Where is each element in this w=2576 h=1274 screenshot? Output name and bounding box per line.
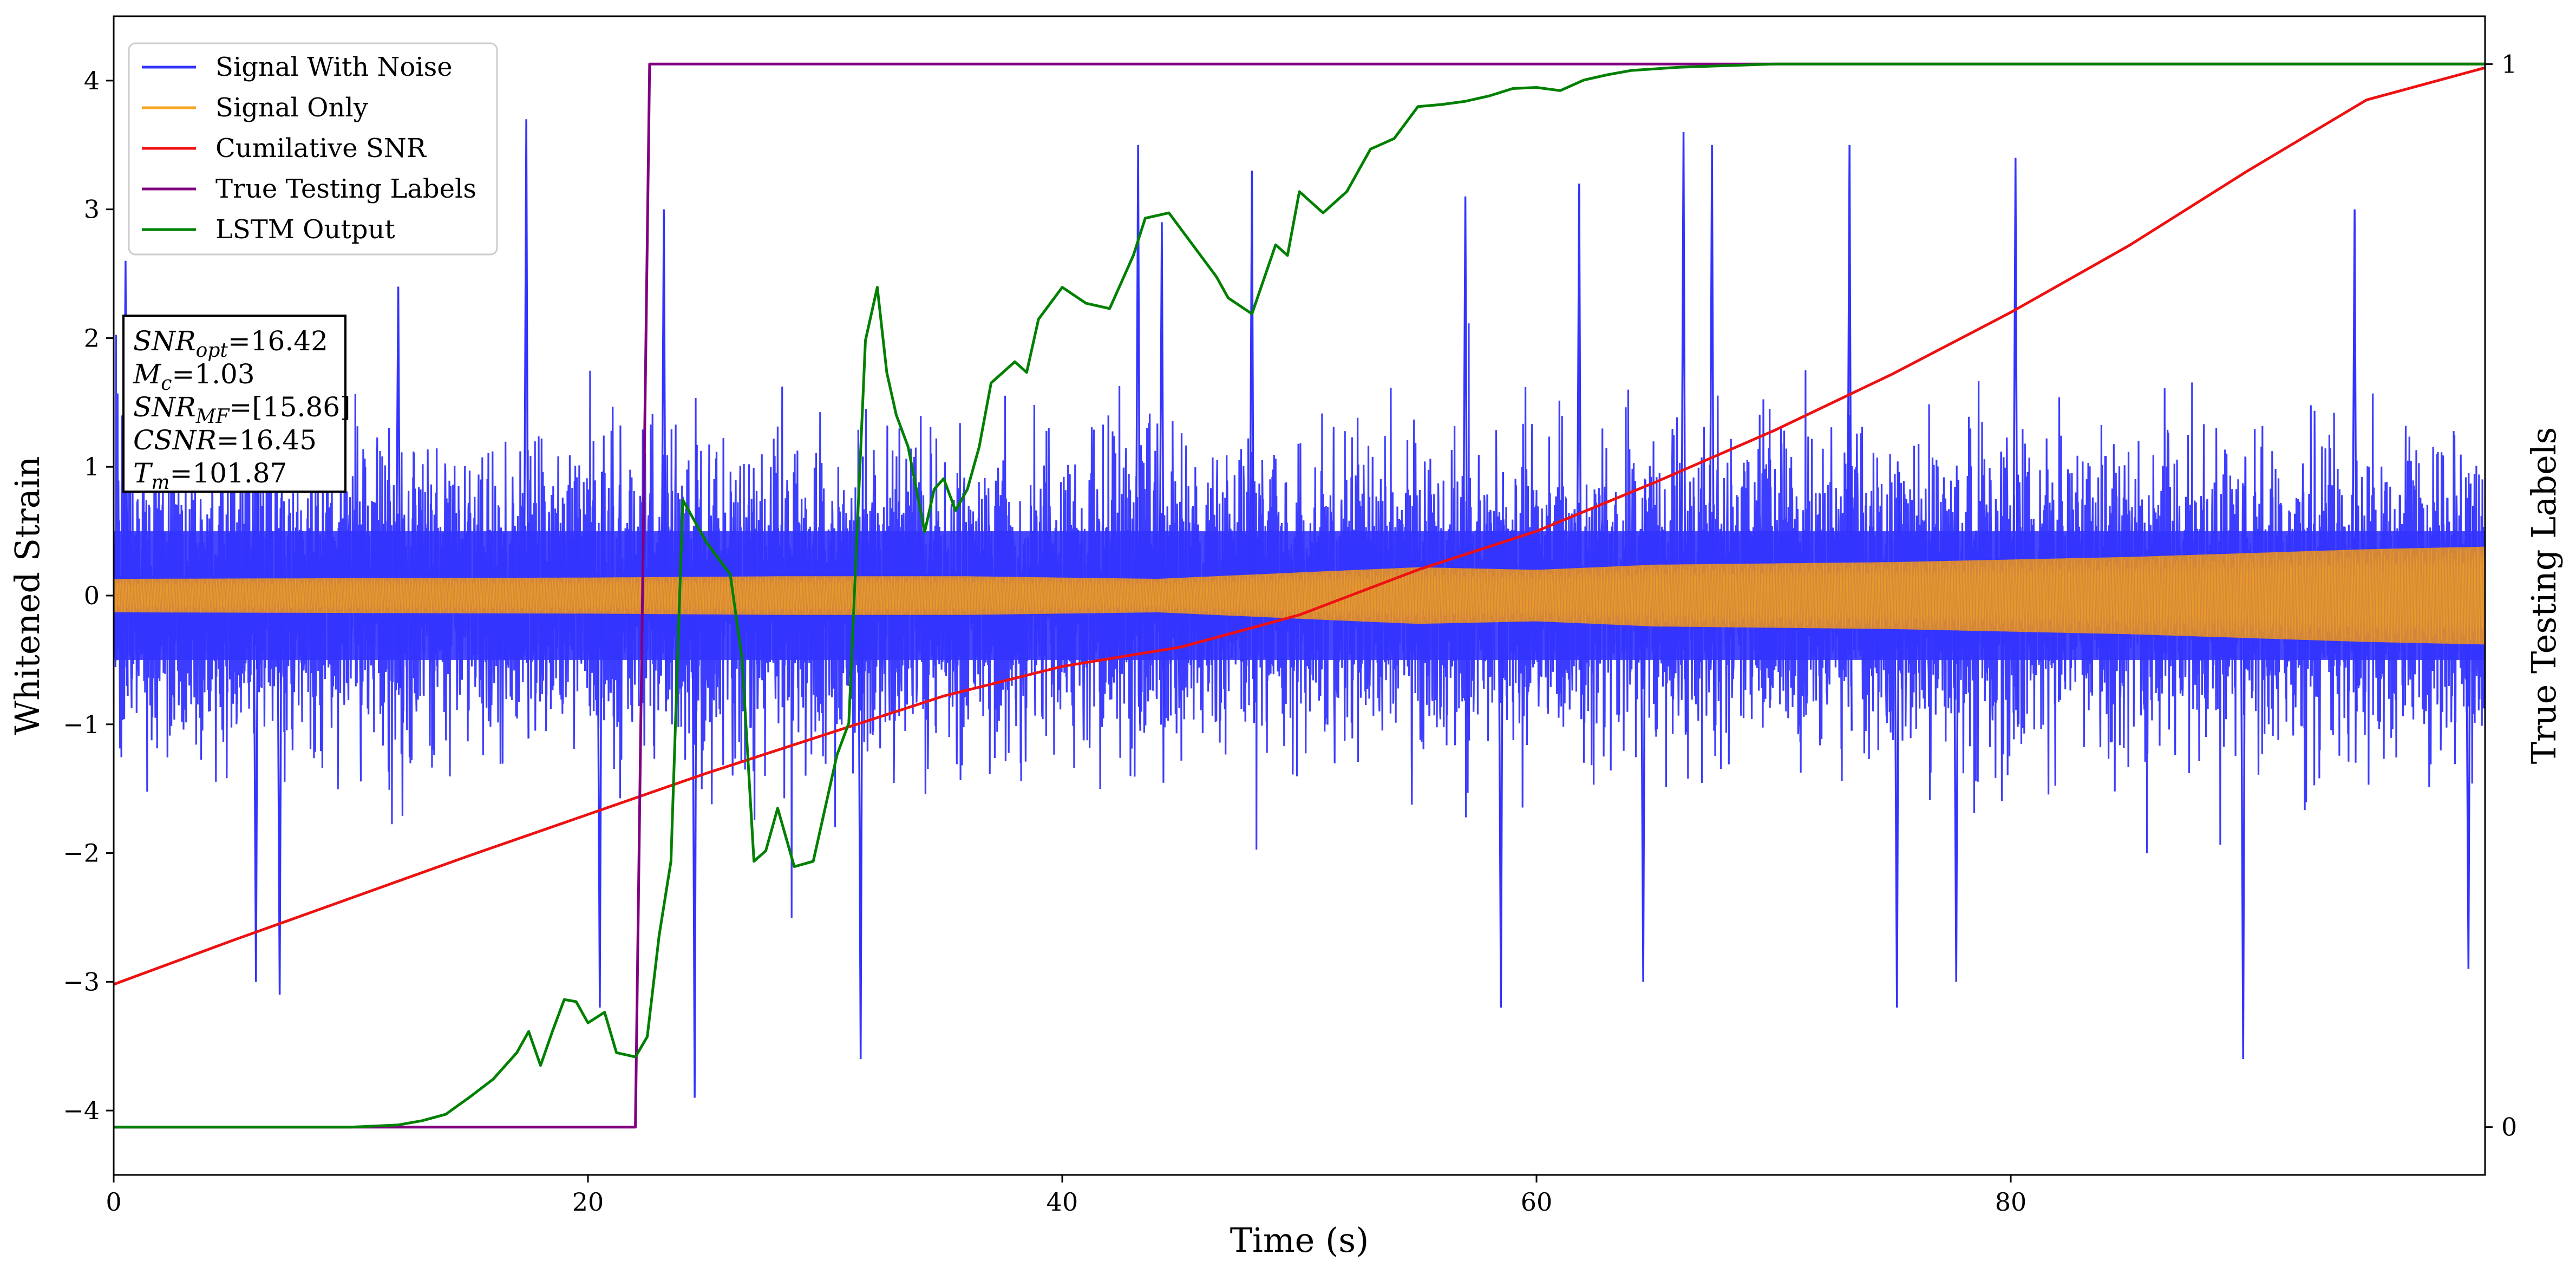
noise-spike (1953, 479, 1960, 982)
x-axis-ticks: 0 20 40 60 80 (106, 1175, 2026, 1217)
legend-label: Signal With Noise (215, 52, 453, 82)
legend-label: Signal Only (215, 93, 368, 123)
y-tick-label: −2 (63, 839, 100, 868)
x-tick-label: 40 (1047, 1187, 1078, 1217)
info-symbol: T (133, 458, 153, 489)
x-tick-label: 80 (1995, 1187, 2027, 1217)
lstm-output-line (114, 62, 2485, 1129)
y-tick-label: 1 (84, 452, 100, 481)
x-tick-label: 0 (106, 1187, 121, 1217)
legend-label: Cumilative SNR (215, 133, 427, 164)
y-axis-title: Whitened Strain (8, 456, 47, 735)
noise-spike (523, 119, 529, 739)
info-value: =16.45 (217, 424, 317, 456)
y-tick-label: −4 (63, 1096, 100, 1125)
y-tick-label: 3 (84, 195, 100, 224)
info-subscript: opt (196, 339, 228, 362)
info-value: =101.87 (170, 458, 287, 489)
info-line: Tm=101.87 (133, 458, 287, 494)
cumulative-snr-line (114, 66, 2485, 986)
y-tick-label: 0 (84, 581, 100, 610)
y2-tick-label: 1 (2501, 49, 2517, 79)
info-subscript: c (161, 373, 172, 395)
info-symbol: M (133, 358, 162, 390)
noise-spike (1680, 132, 1687, 735)
legend-label: True Testing Labels (215, 174, 476, 204)
noise-spike (661, 209, 667, 712)
noise-spike (2012, 158, 2019, 727)
info-subscript: MF (195, 406, 231, 428)
y-tick-label: −1 (63, 710, 100, 739)
x-tick-label: 20 (572, 1187, 604, 1217)
info-value: =1.03 (172, 358, 254, 390)
noise-spike (1248, 171, 1256, 723)
legend: Signal With Noise Signal Only Cumilative S… (128, 42, 498, 256)
info-subscript: m (151, 472, 169, 494)
x-axis-title: Time (s) (1230, 1220, 1369, 1260)
info-box-lines: SNRopt=16.42Mc=1.03SNRMF=[15.86]CSNR=16.… (133, 325, 351, 494)
lstm-output-series (114, 62, 2485, 1129)
y-axis-ticks: 4 3 2 1 0 −1 −2 −3 −4 (63, 66, 114, 1125)
info-line: SNRopt=16.42 (133, 325, 328, 362)
noise-spike (253, 479, 259, 982)
info-value: =[15.86] (230, 391, 351, 423)
info-value: =16.42 (228, 325, 328, 357)
noise-spike (1135, 145, 1141, 731)
noise-spike (2351, 209, 2358, 712)
info-symbol: CSNR (133, 424, 217, 456)
noise-spike (1846, 145, 1853, 731)
legend-frame (128, 42, 498, 256)
noise-spike (276, 475, 283, 995)
y2-axis-ticks: 10 (2485, 49, 2517, 1142)
info-box-frame (122, 315, 346, 493)
noise-spike (2240, 456, 2246, 1060)
legend-items: Signal With Noise Signal Only Cumilative S… (142, 52, 476, 245)
y-tick-label: −3 (63, 967, 100, 996)
noise-spike (1576, 184, 1583, 720)
cumulative-snr-series (114, 66, 2485, 986)
info-line: CSNR=16.45 (133, 424, 317, 456)
legend-label: LSTM Output (215, 214, 395, 245)
noise-spike (691, 445, 698, 1098)
noise-spike (1159, 222, 1165, 708)
y-tick-label: 2 (84, 323, 100, 352)
y2-tick-label: 0 (2501, 1113, 2517, 1142)
info-line: SNRMF=[15.86] (133, 391, 351, 428)
info-symbol: SNR (133, 325, 196, 357)
info-box: SNRopt=16.42Mc=1.03SNRMF=[15.86]CSNR=16.… (122, 315, 351, 494)
noise-spike (1640, 479, 1646, 982)
noise-spike (857, 456, 864, 1060)
x-tick-label: 60 (1521, 1187, 1553, 1217)
noise-spike (395, 286, 402, 689)
y2-axis-title: True Testing Labels (2524, 427, 2564, 765)
info-symbol: SNR (133, 391, 196, 423)
noise-spike (1462, 196, 1469, 716)
y-tick-label: 4 (84, 66, 100, 95)
info-line: Mc=1.03 (133, 358, 255, 395)
noise-spike (1709, 145, 1715, 731)
